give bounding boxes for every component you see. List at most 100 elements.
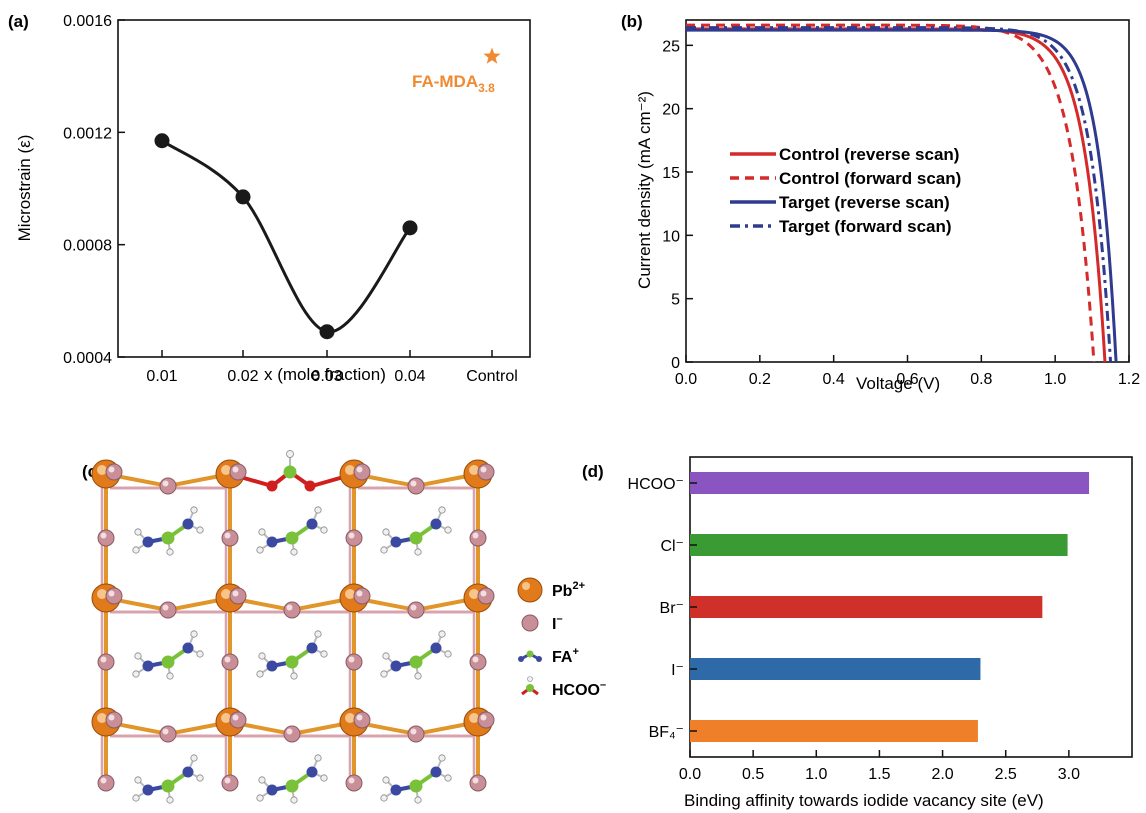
element-symbol: HCOO xyxy=(552,682,600,699)
iodide-atom xyxy=(97,529,115,547)
nitrogen-atom xyxy=(266,536,278,548)
hydrogen-atom xyxy=(256,546,264,554)
x-tick-label: 0.8 xyxy=(970,371,992,388)
lead-highlight xyxy=(469,465,479,475)
microstrain-trend-line xyxy=(161,139,412,334)
iodide-atom xyxy=(229,711,247,729)
nitrogen-atom xyxy=(306,642,318,654)
nitrogen-atom xyxy=(182,766,194,778)
iodide-highlight xyxy=(472,656,479,663)
iodide-highlight xyxy=(356,714,363,721)
element-symbol: Pb xyxy=(552,583,573,600)
bar-label-1: Cl⁻ xyxy=(660,538,684,555)
bar-label-3: I⁻ xyxy=(671,662,684,679)
iodide-highlight xyxy=(480,714,487,721)
hydrogen-atom xyxy=(196,526,204,534)
hydrogen-atom xyxy=(414,796,422,804)
panel-b-legend: Control (reverse scan) Control (forward s… xyxy=(730,145,961,236)
hydrogen-atom xyxy=(166,548,174,556)
iodide-atom xyxy=(477,587,495,605)
panel-a-frame xyxy=(117,19,531,358)
legend-label: Control (forward scan) xyxy=(779,169,961,188)
hydrogen-atom xyxy=(314,754,322,762)
x-tick-label: Control xyxy=(466,368,518,385)
legend-label: Target (reverse scan) xyxy=(779,193,950,212)
hydrogen-atom xyxy=(444,650,452,658)
element-charge: + xyxy=(572,646,578,658)
hydrogen-atom xyxy=(382,776,390,784)
iodide-atom xyxy=(159,601,177,619)
x-tick-label: 1.0 xyxy=(1044,371,1066,388)
iodide-highlight xyxy=(100,656,107,663)
iodide-atom xyxy=(283,601,301,619)
iodide-atom xyxy=(477,711,495,729)
jv-curves xyxy=(686,23,1118,363)
jv-curve-3 xyxy=(686,26,1113,363)
x-tick-label: 0.4 xyxy=(823,371,845,388)
carbon-atom xyxy=(283,465,297,479)
hydrogen-atom xyxy=(320,650,328,658)
iodide-atom xyxy=(159,477,177,495)
lead-highlight xyxy=(97,713,107,723)
oxygen-atom xyxy=(266,480,278,492)
hydrogen-atom xyxy=(132,794,140,802)
legend-fa-nitrogen xyxy=(536,656,542,662)
y-tick-label: 15 xyxy=(662,165,680,182)
iodide-highlight xyxy=(224,777,231,784)
nitrogen-atom xyxy=(266,660,278,672)
y-tick-label: 25 xyxy=(662,38,680,55)
iodide-highlight xyxy=(100,777,107,784)
hydrogen-atom xyxy=(134,528,142,536)
control-star-marker xyxy=(483,47,501,64)
iodide-highlight xyxy=(108,466,115,473)
panel-b-label: (b) xyxy=(621,12,643,31)
x-tick-label: 0.02 xyxy=(227,368,258,385)
bar-3 xyxy=(690,658,981,680)
x-tick-label: 1.2 xyxy=(1118,371,1140,388)
legend-label: Control (reverse scan) xyxy=(779,145,959,164)
hydrogen-atom xyxy=(190,630,198,638)
iodide-atom xyxy=(345,653,363,671)
lead-highlight xyxy=(469,713,479,723)
y-tick-label: 0.0016 xyxy=(63,13,112,30)
lead-highlight xyxy=(221,713,231,723)
iodide-highlight xyxy=(162,728,169,735)
lead-highlight xyxy=(345,713,355,723)
legend-element-label: FA+ xyxy=(552,646,579,666)
microstrain-point xyxy=(154,133,170,149)
legend-fa-nitrogen xyxy=(518,656,524,662)
iodide-atom xyxy=(105,711,123,729)
lead-highlight xyxy=(345,465,355,475)
x-tick-label: 1.0 xyxy=(805,766,827,783)
hydrogen-atom xyxy=(414,672,422,680)
lead-highlight xyxy=(97,465,107,475)
carbon-atom xyxy=(285,531,299,545)
iodide-highlight xyxy=(232,714,239,721)
legend-element-label: I– xyxy=(552,613,563,633)
iodide-atom xyxy=(469,653,487,671)
nitrogen-atom xyxy=(306,766,318,778)
nitrogen-atom xyxy=(182,642,194,654)
y-tick-label: 20 xyxy=(662,102,680,119)
lead-highlight xyxy=(469,589,479,599)
lead-highlight xyxy=(97,589,107,599)
iodide-highlight xyxy=(356,466,363,473)
hydrogen-atom xyxy=(290,796,298,804)
y-tick-label: 0 xyxy=(671,355,680,372)
hydrogen-atom xyxy=(132,546,140,554)
lead-highlight xyxy=(345,589,355,599)
hydrogen-atom xyxy=(438,630,446,638)
x-tick-label: 3.0 xyxy=(1058,766,1080,783)
x-tick-label: 0.0 xyxy=(679,766,701,783)
hydrogen-atom xyxy=(166,796,174,804)
nitrogen-atom xyxy=(430,518,442,530)
fa-cation xyxy=(380,754,452,804)
nitrogen-atom xyxy=(390,536,402,548)
iodide-atom xyxy=(469,529,487,547)
iodide-highlight xyxy=(232,590,239,597)
x-tick-label: 0.01 xyxy=(146,368,177,385)
element-charge: – xyxy=(600,679,606,691)
legend-fa-carbon xyxy=(526,650,534,658)
panel-a-y-title: Microstrain (ε) xyxy=(15,135,34,242)
hydrogen-atom xyxy=(382,652,390,660)
